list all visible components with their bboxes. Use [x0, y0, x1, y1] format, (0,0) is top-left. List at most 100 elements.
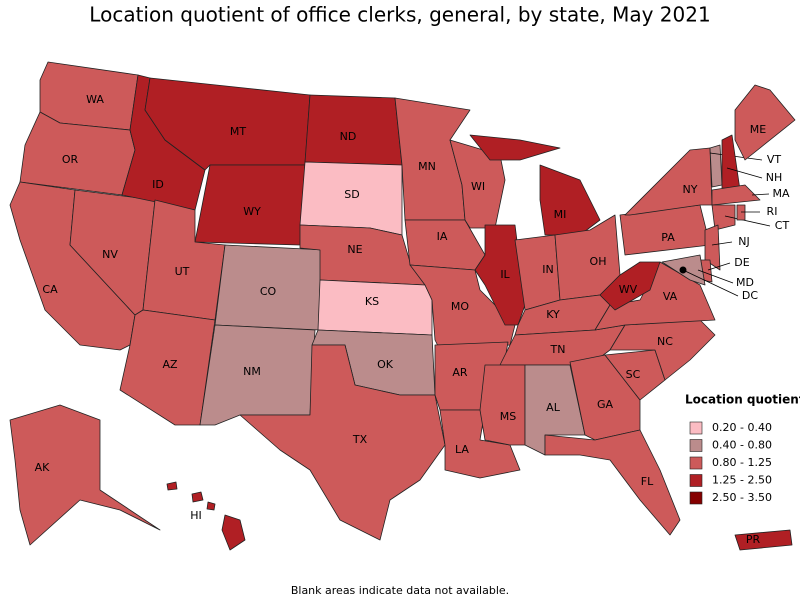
legend-title: Location quotient — [685, 393, 800, 407]
leader-line — [751, 193, 770, 196]
state-label: NV — [102, 248, 118, 261]
state-label: OR — [62, 153, 79, 166]
state-label: WI — [471, 180, 485, 193]
state — [736, 204, 746, 221]
state-label: VA — [663, 290, 678, 303]
legend-swatch — [689, 456, 703, 470]
state-label: AZ — [162, 358, 178, 371]
state-shape — [544, 429, 681, 536]
state-shape — [624, 147, 713, 216]
state-label: SC — [626, 368, 641, 381]
legend-label: 0.80 - 1.25 — [712, 456, 772, 469]
state-shape — [119, 309, 216, 426]
legend-swatch — [689, 474, 703, 487]
state-label: TN — [550, 343, 566, 356]
state-shape — [469, 134, 561, 161]
state-label: MD — [736, 276, 754, 289]
state-label: DE — [734, 256, 749, 269]
state-label: CA — [42, 283, 58, 296]
note: Blank areas indicate data not available. — [291, 584, 509, 597]
state-shape — [166, 481, 178, 491]
state-label: KY — [546, 308, 560, 321]
state-label: LA — [455, 443, 469, 456]
state-label: MS — [500, 410, 516, 423]
state — [9, 404, 161, 546]
state — [711, 184, 761, 206]
state-label: IA — [437, 230, 448, 243]
state-label: PR — [746, 533, 761, 546]
state — [317, 279, 433, 336]
state — [734, 529, 793, 551]
leader-line — [697, 269, 734, 284]
state-label: SD — [344, 188, 359, 201]
leader-line — [707, 262, 731, 271]
map-title: Location quotient of office clerks, gene… — [89, 3, 710, 27]
state — [599, 261, 661, 311]
state-label: ND — [340, 130, 357, 143]
state-shape — [539, 164, 601, 236]
state-label: NC — [657, 335, 673, 348]
state-shape — [709, 144, 723, 188]
state — [711, 204, 736, 231]
legend-label: 2.50 - 3.50 — [712, 491, 772, 504]
state-shape — [221, 514, 246, 551]
state-shape — [9, 404, 161, 546]
state-label: MN — [418, 160, 436, 173]
state-label: DC — [742, 289, 758, 302]
state-label: WY — [243, 205, 261, 218]
state-shape — [734, 84, 796, 161]
state — [119, 309, 216, 426]
leader-line — [726, 167, 763, 179]
state-label: NE — [347, 243, 362, 256]
state-label: MA — [772, 187, 789, 200]
state-label: CT — [775, 219, 790, 232]
state — [239, 344, 446, 541]
state-label: CO — [260, 285, 277, 298]
state-label: AK — [35, 461, 51, 474]
state-shape — [206, 501, 216, 511]
state-label: GA — [597, 398, 614, 411]
state — [624, 147, 713, 216]
legend-swatch — [689, 421, 703, 435]
state — [709, 144, 723, 188]
state-shape — [239, 344, 446, 541]
state-label: HI — [190, 509, 202, 522]
state-label: NY — [683, 183, 698, 196]
state-label: NM — [243, 365, 261, 378]
legend-label: 0.40 - 0.80 — [712, 439, 772, 452]
state-label: IN — [542, 263, 553, 276]
legend-label: 1.25 - 2.50 — [712, 474, 772, 487]
state-label: AR — [452, 366, 468, 379]
state-label: VT — [767, 153, 782, 166]
state-label: OK — [377, 358, 394, 371]
state-label: AL — [546, 401, 561, 414]
state-label: UT — [175, 265, 190, 278]
state-shape — [711, 184, 761, 206]
state — [166, 481, 246, 551]
leader-line — [724, 215, 771, 227]
state-label: OH — [590, 255, 607, 268]
state-shape — [599, 261, 661, 311]
state-label: ME — [750, 123, 766, 136]
state-label: IL — [500, 268, 510, 281]
state — [544, 429, 681, 536]
state-shape — [711, 204, 736, 231]
state-label: TX — [352, 433, 368, 446]
state — [704, 224, 721, 271]
state-label: WV — [619, 283, 638, 296]
state-shape — [479, 364, 526, 446]
legend-label: 0.20 - 0.40 — [712, 421, 772, 434]
state-shape — [704, 224, 721, 271]
state-shape — [191, 491, 204, 503]
state-label: MO — [451, 300, 469, 313]
leader-line — [711, 241, 733, 246]
state — [469, 134, 601, 236]
state-label: FL — [641, 475, 654, 488]
state-shape — [734, 529, 793, 551]
state-label: ID — [152, 178, 164, 191]
state-label: MT — [230, 125, 246, 138]
state-label: NH — [766, 171, 783, 184]
leader-line — [709, 152, 763, 161]
state-label: WA — [86, 93, 104, 106]
